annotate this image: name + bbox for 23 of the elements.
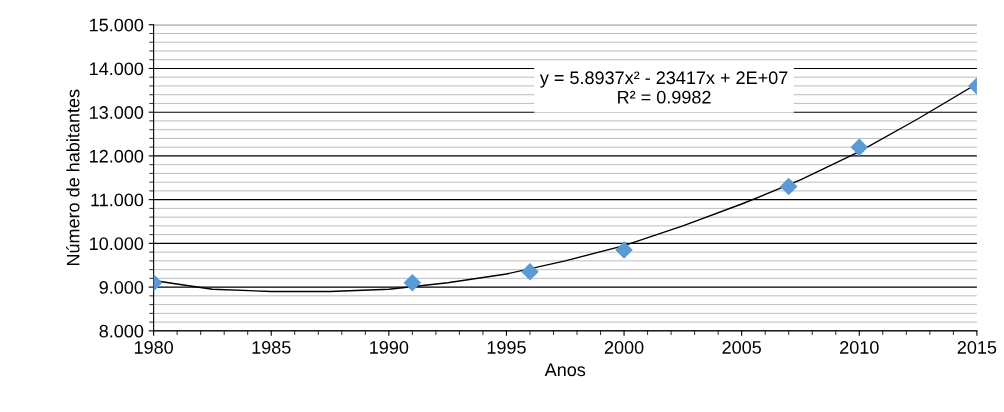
y-tick-label: 14.000 (90, 62, 144, 76)
annotation: y = 5.8937x² - 23417x + 2E+07 R² = 0.9982 (539, 71, 788, 104)
y-tick-label: 15.000 (90, 18, 144, 32)
x-tick-label: 1990 (370, 341, 409, 354)
y-tick-label: 8.000 (99, 324, 144, 338)
y-tick-label: 12.000 (90, 149, 144, 163)
x-tick-label: 1995 (487, 341, 526, 354)
x-tick-label: 2000 (604, 341, 644, 354)
y-tick-label: 11.000 (91, 193, 144, 207)
y-tick-label: 10.000 (90, 237, 144, 251)
x-axis-title: Anos (544, 363, 586, 377)
x-tick-label: 1985 (252, 341, 291, 354)
x-tick-label: 1980 (134, 341, 173, 354)
y-tick-label: 9.000 (99, 281, 144, 294)
point (615, 241, 633, 259)
point (521, 263, 539, 281)
x-tick-label: 2010 (840, 341, 879, 354)
point (779, 177, 798, 196)
point (403, 273, 422, 292)
x-tick-label: 2015 (957, 341, 997, 354)
y-tick-label: 13.000 (90, 106, 144, 119)
x-tick-label: 2005 (722, 341, 761, 354)
y-axis-title: Número de habitantes (66, 89, 80, 266)
